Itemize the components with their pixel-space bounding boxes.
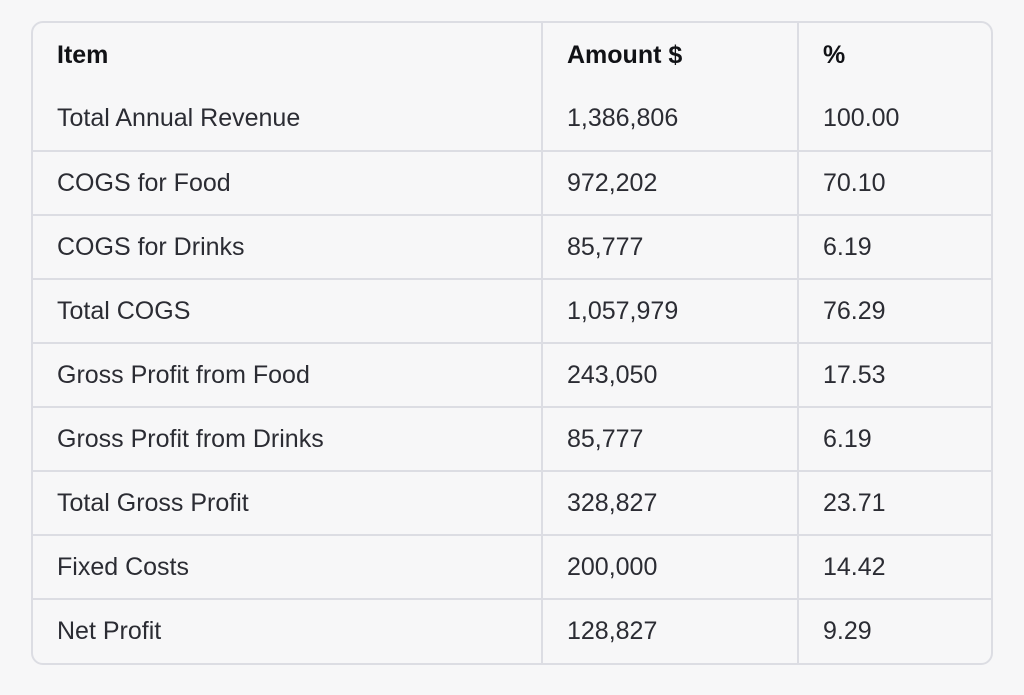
cell-amount: 128,827	[541, 598, 798, 663]
table-row: Gross Profit from Food 243,050 17.53	[33, 342, 991, 407]
cell-amount: 1,386,806	[541, 87, 798, 151]
cell-amount: 85,777	[541, 214, 798, 279]
header-amount: Amount $	[541, 23, 798, 87]
cell-percent: 14.42	[797, 534, 991, 599]
cell-percent: 6.19	[797, 214, 991, 279]
table-row: Net Profit 128,827 9.29	[33, 598, 991, 663]
cell-amount: 1,057,979	[541, 278, 798, 343]
cell-amount: 200,000	[541, 534, 798, 599]
cell-item: Fixed Costs	[33, 534, 542, 599]
table-header-row: Item Amount $ %	[33, 23, 991, 87]
cell-percent: 70.10	[797, 150, 991, 215]
cell-amount: 243,050	[541, 342, 798, 407]
table-row: COGS for Food 972,202 70.10	[33, 150, 991, 215]
cell-percent: 76.29	[797, 278, 991, 343]
profit-table: Item Amount $ % Total Annual Revenue 1,3…	[33, 23, 991, 663]
table-row: Total COGS 1,057,979 76.29	[33, 278, 991, 343]
cell-percent: 6.19	[797, 406, 991, 471]
table-row: Fixed Costs 200,000 14.42	[33, 534, 991, 599]
cell-percent: 9.29	[797, 598, 991, 663]
cell-percent: 17.53	[797, 342, 991, 407]
cell-percent: 23.71	[797, 470, 991, 535]
table-row: COGS for Drinks 85,777 6.19	[33, 214, 991, 279]
cell-item: COGS for Drinks	[33, 214, 542, 279]
cell-percent: 100.00	[797, 87, 991, 151]
table-row: Gross Profit from Drinks 85,777 6.19	[33, 406, 991, 471]
cell-item: Total Gross Profit	[33, 470, 542, 535]
cell-item: Gross Profit from Drinks	[33, 406, 542, 471]
cell-item: COGS for Food	[33, 150, 542, 215]
cell-amount: 328,827	[541, 470, 798, 535]
table-row: Total Gross Profit 328,827 23.71	[33, 470, 991, 535]
cell-item: Total Annual Revenue	[57, 104, 301, 132]
header-item: Item	[57, 40, 109, 69]
cell-item: Total COGS	[33, 278, 542, 343]
table-row: Total Annual Revenue 1,386,806 100.00	[33, 87, 991, 151]
header-percent: %	[797, 23, 991, 87]
cell-item: Net Profit	[33, 598, 542, 663]
cell-amount: 972,202	[541, 150, 798, 215]
profit-table-container: Item Amount $ % Total Annual Revenue 1,3…	[31, 21, 993, 665]
cell-amount: 85,777	[541, 406, 798, 471]
cell-item: Gross Profit from Food	[33, 342, 542, 407]
